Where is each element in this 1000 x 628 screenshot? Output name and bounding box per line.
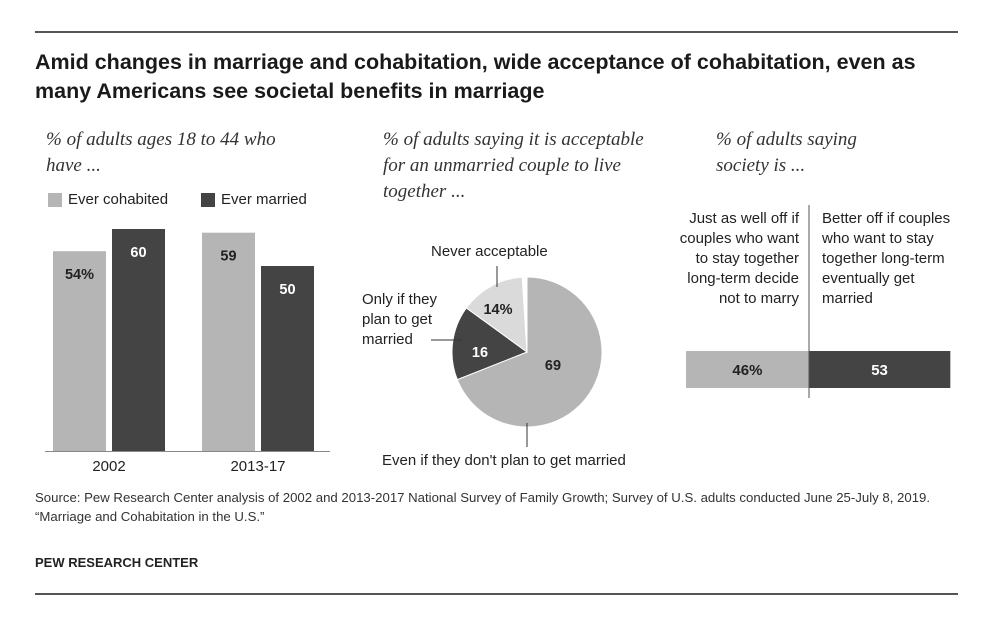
option-label-just-as-well: Just as well off if couples who want to … <box>679 210 799 307</box>
bottom-rule <box>35 593 958 595</box>
legend-swatch-dark <box>201 192 215 207</box>
pie-chart-subtitle: % of adults saying it is acceptable for … <box>383 129 644 202</box>
pie-value-label: 16 <box>472 345 488 361</box>
bar-value-label: 54% <box>65 267 94 283</box>
pie-label-only-if: Only if they plan to get married <box>362 291 438 348</box>
legend-label: Ever cohabited <box>68 191 169 208</box>
option-label-better-off: Better off if couples who want to stay t… <box>822 210 951 307</box>
chart-title: Amid changes in marriage and cohabitatio… <box>35 50 916 103</box>
pie-value-label: 14% <box>483 302 512 318</box>
legend-swatch-light <box>48 192 62 207</box>
bar-chart-subtitle: % of adults ages 18 to 44 who have ... <box>46 129 276 176</box>
bar-ever-married <box>261 266 314 451</box>
pie-slice-other <box>521 276 528 353</box>
top-rule <box>35 31 958 33</box>
report-title: “Marriage and Cohabitation in the U.S.” <box>35 509 265 524</box>
legend-ever-married: Ever married <box>201 191 307 208</box>
bar-ever-married <box>112 229 165 451</box>
source-note: Source: Pew Research Center analysis of … <box>35 490 931 505</box>
stacked-value-label: 46% <box>732 362 762 379</box>
x-tick-label: 2002 <box>92 458 125 475</box>
bar-value-label: 50 <box>279 282 295 298</box>
legend-label: Ever married <box>221 191 307 208</box>
brand-logo-text: PEW RESEARCH CENTER <box>35 555 199 570</box>
bar-value-label: 60 <box>130 245 146 261</box>
pie-value-label: 69 <box>545 358 561 374</box>
x-tick-label: 2013-17 <box>230 458 285 475</box>
bar-ever-cohabited <box>53 251 106 451</box>
bar-ever-cohabited <box>202 232 255 451</box>
pie-label-even-if: Even if they don't plan to get married <box>382 452 626 469</box>
pie-label-never: Never acceptable <box>431 243 548 260</box>
stacked-value-label: 53 <box>871 362 888 379</box>
pie-slice-even-if <box>456 276 603 428</box>
stacked-segment-just-as-well <box>686 351 809 388</box>
pie-slice-never <box>465 276 528 354</box>
legend-ever-cohabited: Ever cohabited <box>48 191 168 208</box>
stacked-chart-subtitle: % of adults saying society is ... <box>716 129 857 176</box>
bar-value-label: 59 <box>220 249 236 265</box>
stacked-segment-better-off <box>808 351 951 388</box>
pie-slice-only-if <box>451 307 529 381</box>
notes: Source: Pew Research Center analysis of … <box>35 488 965 526</box>
